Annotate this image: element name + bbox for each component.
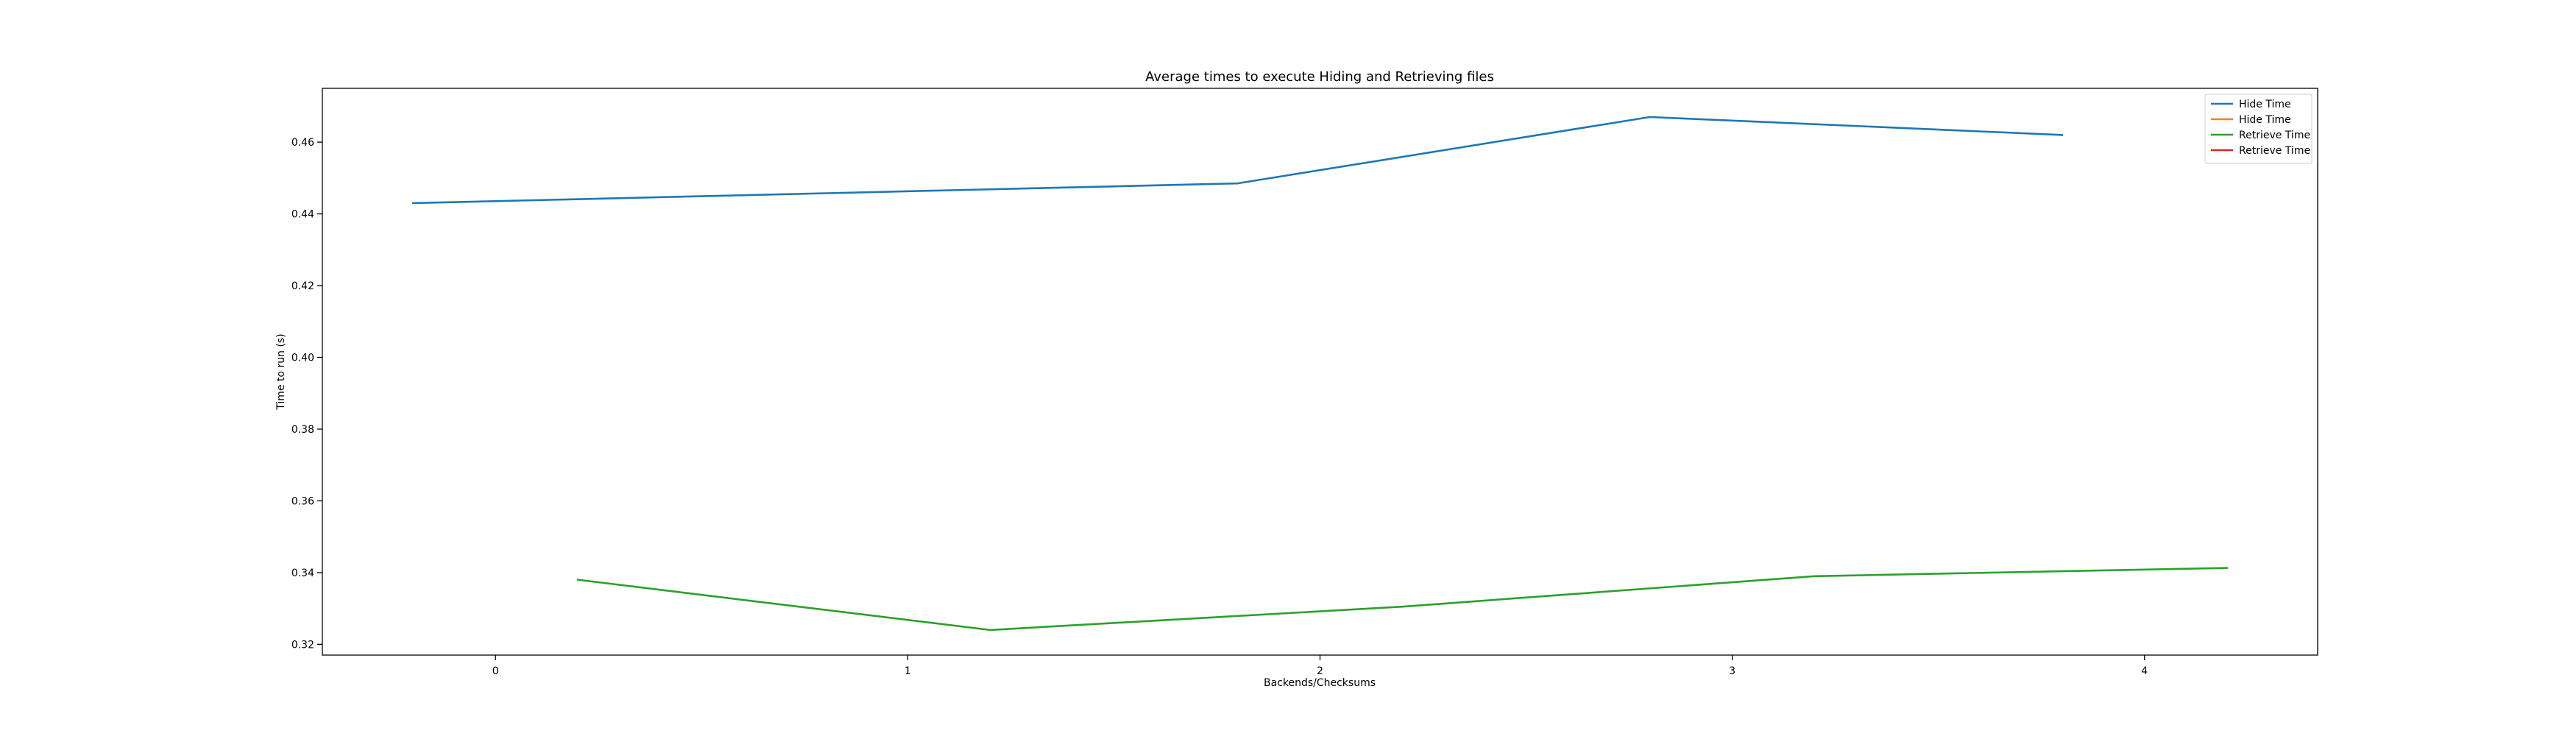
x-tick-label: 1 bbox=[905, 665, 911, 677]
y-tick-label: 0.44 bbox=[291, 209, 314, 221]
legend-label-3: Retrieve Time bbox=[2239, 145, 2310, 157]
y-tick-label: 0.46 bbox=[291, 137, 314, 149]
chart-title: Average times to execute Hiding and Retr… bbox=[1145, 69, 1494, 85]
legend-box bbox=[2204, 93, 2313, 164]
y-tick-label: 0.42 bbox=[291, 280, 314, 292]
y-tick-label: 0.36 bbox=[291, 495, 314, 507]
x-axis: 0 1 2 3 4 bbox=[492, 655, 2148, 677]
series-line-2 bbox=[576, 567, 2229, 632]
y-tick-label: 0.40 bbox=[291, 353, 314, 364]
x-tick-label: 4 bbox=[2141, 665, 2148, 677]
legend-label-0: Hide Time bbox=[2239, 99, 2291, 110]
plot-content bbox=[411, 116, 2229, 632]
x-tick-label: 2 bbox=[1317, 665, 1323, 677]
y-axis-label: Time to run (s) bbox=[275, 333, 287, 410]
y-tick-label: 0.38 bbox=[291, 424, 314, 436]
y-tick-label: 0.32 bbox=[291, 639, 314, 651]
legend-label-2: Retrieve Time bbox=[2239, 130, 2310, 141]
y-tick-label: 0.34 bbox=[291, 567, 314, 579]
x-tick-label: 0 bbox=[492, 665, 499, 677]
x-tick-label: 3 bbox=[1729, 665, 1735, 677]
x-axis-label: Backends/Checksums bbox=[1264, 677, 1376, 689]
legend: Hide Time Hide Time Retrieve Time Retrieve … bbox=[2204, 93, 2313, 164]
y-axis: 0.32 0.34 0.36 0.38 0.40 0.42 0.44 0.46 bbox=[291, 137, 322, 651]
plot-frame bbox=[322, 88, 2318, 656]
legend-label-1: Hide Time bbox=[2239, 114, 2291, 126]
series-line-0 bbox=[411, 116, 2064, 205]
